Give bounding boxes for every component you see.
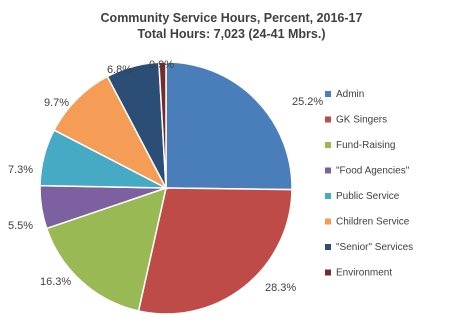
legend-swatch-environment (325, 269, 331, 276)
chart-title-block: Community Service Hours, Percent, 2016-1… (0, 10, 463, 42)
pie-slice-children-service (53, 75, 168, 190)
legend-swatch-public-service (325, 193, 331, 199)
pie-slice-admin (165, 61, 293, 191)
slice-label-public-service: 7.3% (8, 164, 33, 176)
chart-subtitle: Total Hours: 7,023 (24-41 Mbrs.) (137, 27, 326, 41)
pie-slice-environment (158, 61, 167, 189)
legend-swatch-gk-singers (325, 116, 331, 123)
slice-label-senior-services: 6.8% (107, 64, 132, 76)
legend-swatch-senior-services (325, 244, 331, 250)
legend-swatch-admin (325, 91, 331, 97)
legend-label-public-service: Public Service (336, 191, 400, 202)
legend: Admin GK Singers Fund-Raising "Food Agencie… (325, 89, 413, 279)
legend-label-gk-singers: GK Singers (336, 115, 387, 126)
legend-label-environment: Environment (336, 268, 392, 279)
slice-label-gk-singers: 28.3% (265, 282, 296, 294)
slice-label-food-agencies: 5.5% (8, 220, 33, 232)
slice-label-environment: 0.9% (149, 59, 174, 71)
chart-title: Community Service Hours, Percent, 2016-1… (100, 11, 363, 25)
legend-label-fund-raising: Fund-Raising (336, 140, 395, 151)
legend-swatch-fund-raising (325, 142, 331, 148)
legend-label-senior-services: "Senior" Services (336, 242, 413, 253)
legend-label-admin: Admin (336, 89, 364, 100)
slice-label-children-service: 9.7% (44, 97, 69, 109)
pie-slices (39, 61, 293, 315)
slice-labels: 25.2% 28.3% 16.3% 5.5% 7.3% 9.7% 6.8% 0.9% (8, 59, 323, 294)
slice-label-fund-raising: 16.3% (40, 276, 71, 288)
slice-label-admin: 25.2% (292, 96, 323, 108)
legend-swatch-children-service (325, 218, 331, 225)
legend-swatch-food-agencies (325, 167, 331, 174)
legend-label-food-agencies: "Food Agencies" (336, 166, 410, 177)
pie-slice-gk-singers (137, 187, 293, 315)
legend-label-children-service: Children Service (336, 217, 410, 228)
